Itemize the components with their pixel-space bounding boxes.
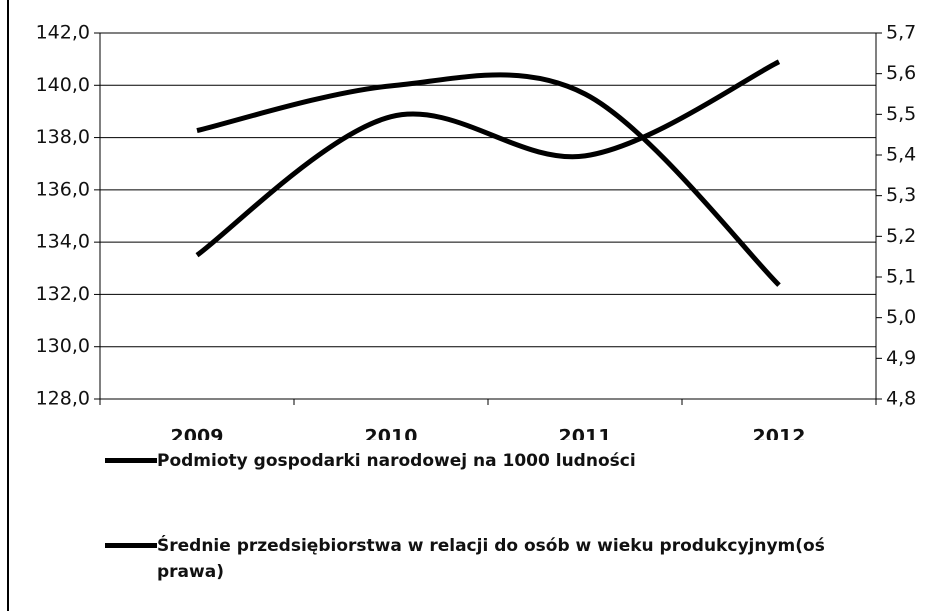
legend-item: Podmioty gospodarki narodowej na 1000 lu… <box>105 448 636 474</box>
y-tick-label: 138,0 <box>36 126 90 148</box>
y-tick-label: 134,0 <box>36 231 90 253</box>
legend-label: Średnie przedsiębiorstwa w relacji do os… <box>157 536 825 582</box>
y2-tick-label: 5,5 <box>886 103 916 125</box>
y-tick-label: 140,0 <box>36 74 90 96</box>
x-tick-label: 2011 <box>559 426 612 441</box>
chart: 128,0 130,0 132,0 134,0 136,0 138,0 140,0 142,0… <box>7 0 916 441</box>
series-line <box>196 72 781 287</box>
legend-label: Podmioty gospodarki narodowej na 1000 lu… <box>157 451 636 471</box>
legend-item: Średnie przedsiębiorstwa w relacji do os… <box>105 533 857 585</box>
border <box>7 0 9 611</box>
y-tick-label: 136,0 <box>36 178 90 200</box>
y2-tick-label: 5,7 <box>886 22 916 44</box>
y-tick-label: 130,0 <box>36 335 90 357</box>
legend-swatch <box>105 543 157 548</box>
y-tick-label: 128,0 <box>36 388 90 410</box>
y2-tick-label: 5,1 <box>886 266 916 288</box>
y-tick-label: 132,0 <box>36 283 90 305</box>
x-tick-label: 2009 <box>171 426 224 441</box>
y2-tick-label: 5,2 <box>886 225 916 247</box>
x-tick-label: 2012 <box>753 426 806 441</box>
y2-tick-label: 5,6 <box>886 62 916 84</box>
legend-swatch <box>105 458 157 463</box>
y2-tick-label: 5,4 <box>886 144 916 166</box>
y2-tick-label: 5,0 <box>886 306 916 328</box>
series-line <box>195 59 781 258</box>
y2-tick-label: 5,3 <box>886 184 916 206</box>
y2-tick-label: 4,8 <box>886 388 916 410</box>
x-tick-label: 2010 <box>365 426 418 441</box>
y2-tick-label: 4,9 <box>886 347 916 369</box>
y-tick-label: 142,0 <box>36 22 90 44</box>
